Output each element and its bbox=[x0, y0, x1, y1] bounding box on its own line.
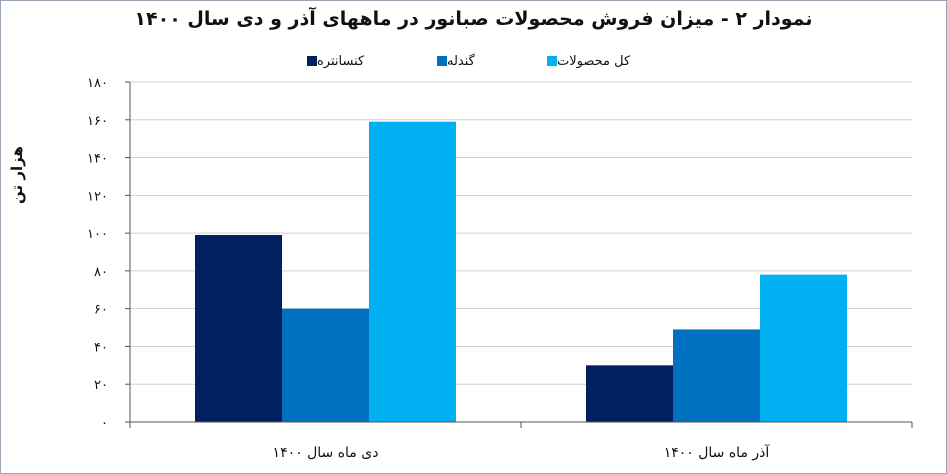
legend-swatch-pellet bbox=[437, 56, 447, 66]
chart-title: نمودار ۲ - میزان فروش محصولات صبانور در … bbox=[134, 8, 813, 30]
legend-item-concentrate: کنسانتره bbox=[300, 52, 364, 70]
bar-total bbox=[369, 121, 456, 423]
legend-swatch-concentrate bbox=[307, 56, 317, 66]
y-tick-label: ۴۰ bbox=[94, 340, 108, 355]
legend-item-total: کل محصولات bbox=[540, 52, 630, 70]
y-tick-label: ۶۰ bbox=[94, 303, 108, 318]
y-tick-label: ۲۰ bbox=[94, 378, 108, 393]
y-tick-label: ۸۰ bbox=[94, 265, 108, 280]
x-category-label: آذر ماه سال ۱۴۰۰ bbox=[664, 444, 771, 461]
bar-concentrate bbox=[195, 235, 282, 422]
y-tick-label: ۱۲۰ bbox=[87, 189, 108, 204]
y-tick-label: ۱۴۰ bbox=[87, 152, 108, 167]
bar-total bbox=[760, 274, 847, 422]
y-tick-label: ۱۶۰ bbox=[87, 114, 108, 129]
y-tick-label: ۰ bbox=[101, 416, 108, 431]
y-tick-label: ۱۸۰ bbox=[87, 76, 108, 91]
legend-label-concentrate: کنسانتره bbox=[317, 53, 365, 69]
bar-concentrate bbox=[586, 365, 673, 422]
x-category-label: دی ماه سال ۱۴۰۰ bbox=[273, 445, 379, 461]
bar-pellet bbox=[282, 308, 369, 422]
legend-item-pellet: گندله bbox=[430, 52, 475, 70]
y-tick-label: ۱۰۰ bbox=[87, 227, 108, 242]
legend-swatch-total bbox=[547, 56, 557, 66]
chart-legend: کل محصولات گندله کنسانتره bbox=[0, 52, 947, 72]
legend-label-pellet: گندله bbox=[447, 53, 475, 69]
bar-pellet bbox=[673, 329, 760, 422]
legend-label-total: کل محصولات bbox=[557, 53, 631, 69]
